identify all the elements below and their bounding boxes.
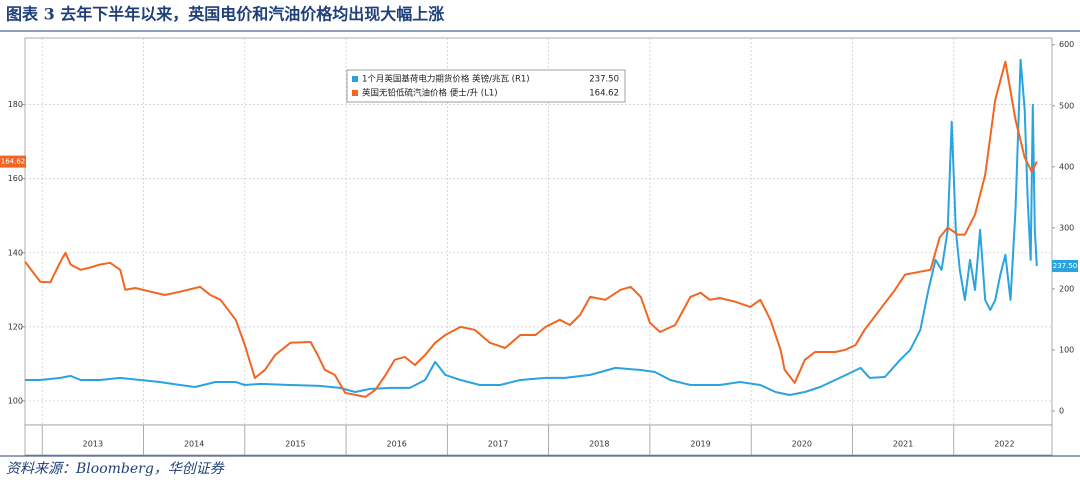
- y-tick-label: 160: [8, 174, 23, 183]
- end-tag-label: 237.50: [1053, 262, 1078, 270]
- series-line: [25, 58, 1038, 396]
- y-tick-label: 140: [8, 248, 23, 257]
- x-tick-label: 2019: [690, 440, 710, 449]
- x-tick-label: 2018: [589, 440, 609, 449]
- x-tick-label: 2022: [994, 440, 1014, 449]
- chart-title: 图表 3 去年下半年以来，英国电价和汽油价格均出现大幅上涨: [6, 5, 444, 24]
- x-tick-label: 2020: [792, 440, 812, 449]
- legend-value: 237.50: [589, 75, 619, 85]
- legend-swatch: [352, 76, 358, 82]
- y-tick-label: 100: [8, 396, 23, 405]
- y2-tick-label: 100: [1059, 345, 1074, 354]
- y-tick-label: 180: [8, 100, 23, 109]
- y2-tick-label: 500: [1059, 101, 1074, 110]
- y2-tick-label: 600: [1059, 40, 1074, 49]
- x-tick-label: 2016: [387, 440, 407, 449]
- x-tick-label: 2014: [184, 440, 204, 449]
- y2-tick-label: 300: [1059, 223, 1074, 232]
- series-line: [24, 60, 1038, 398]
- x-axis-band: [24, 424, 1053, 456]
- legend-label: 1个月英国基荷电力期货价格 英镑/兆瓦 (R1): [362, 74, 530, 85]
- y2-tick-label: 0: [1059, 406, 1064, 415]
- y2-tick-label: 400: [1059, 162, 1074, 171]
- x-tick-label: 2021: [893, 440, 913, 449]
- end-tag-label: 164.62: [1, 158, 26, 166]
- legend-value: 164.62: [589, 89, 619, 99]
- source-note: 资料来源：Bloomberg，华创证券: [6, 461, 225, 477]
- y-tick-label: 120: [8, 322, 23, 331]
- legend-label: 英国无铅低硫汽油价格 便士/升 (L1): [362, 88, 498, 99]
- legend-swatch: [352, 90, 358, 96]
- end-tag: [0, 155, 26, 168]
- y2-tick-label: 200: [1059, 284, 1074, 293]
- x-tick-label: 2017: [488, 440, 508, 449]
- legend-box: [346, 69, 626, 103]
- end-tag: [1052, 259, 1078, 272]
- x-tick-label: 2013: [83, 440, 103, 449]
- x-tick-label: 2015: [285, 440, 305, 449]
